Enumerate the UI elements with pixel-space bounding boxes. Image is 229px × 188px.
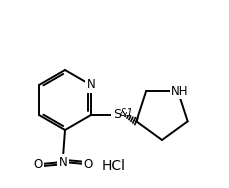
Text: NH: NH xyxy=(171,85,189,98)
Text: &1: &1 xyxy=(119,108,133,118)
Text: HCl: HCl xyxy=(102,159,126,173)
Text: N: N xyxy=(59,155,67,168)
Text: O: O xyxy=(83,158,93,171)
Text: O: O xyxy=(33,158,43,171)
Text: S: S xyxy=(113,108,121,121)
Text: N: N xyxy=(87,79,95,92)
